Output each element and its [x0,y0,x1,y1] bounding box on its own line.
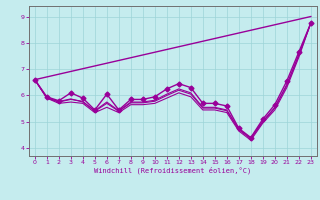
X-axis label: Windchill (Refroidissement éolien,°C): Windchill (Refroidissement éolien,°C) [94,167,252,174]
